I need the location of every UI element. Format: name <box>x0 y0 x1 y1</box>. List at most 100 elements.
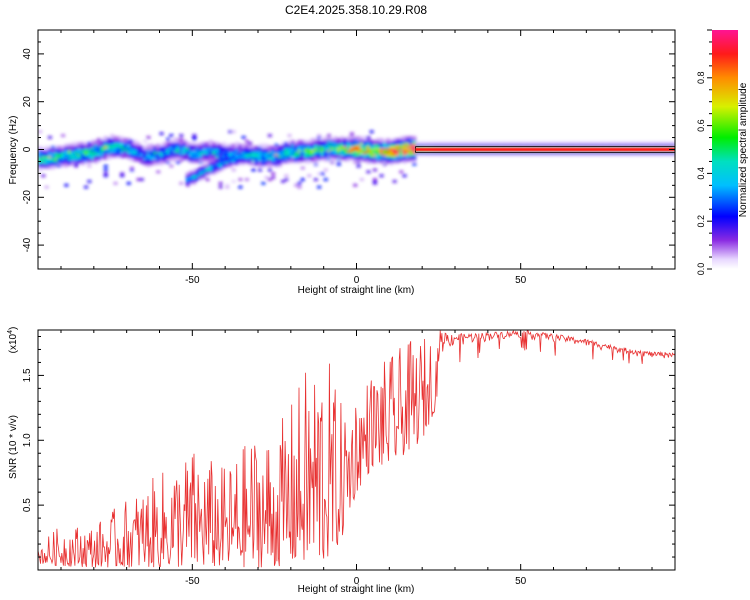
heatmap-cell <box>84 149 89 153</box>
heatmap-cell <box>317 145 322 149</box>
colorbar-label: Normalized spectral amplitude <box>738 82 749 217</box>
heatmap-cell <box>336 149 341 153</box>
heatmap-cell <box>47 157 52 160</box>
heatmap-cell <box>369 145 374 149</box>
heatmap-cell <box>412 143 417 147</box>
heatmap-cell <box>592 153 597 156</box>
heatmap-cell <box>422 153 427 156</box>
heatmap-cell <box>54 157 59 160</box>
heatmap-cell <box>212 172 217 176</box>
heatmap-cell <box>412 136 417 139</box>
heatmap-cell <box>349 143 354 147</box>
heatmap-cell <box>569 145 574 149</box>
heatmap-cell <box>573 149 578 153</box>
heatmap-cell <box>527 149 532 153</box>
heatmap-cell <box>635 149 640 153</box>
heatmap-cell <box>67 155 72 158</box>
heatmap-cell <box>363 151 368 155</box>
heatmap-cell <box>287 155 292 158</box>
heatmap-cell <box>399 157 404 160</box>
heatmap-cell <box>409 147 414 151</box>
heatmap-cell <box>281 155 286 158</box>
heatmap-cell <box>179 151 184 155</box>
heatmap-cell <box>205 145 210 149</box>
heatmap-cell <box>113 147 118 151</box>
heatmap-cell <box>458 143 463 147</box>
heatmap-cell <box>198 174 203 178</box>
heatmap-cell <box>372 139 377 143</box>
heatmap-cell <box>169 153 174 156</box>
heatmap-cell <box>455 145 460 149</box>
heatmap-cell <box>146 161 151 164</box>
heatmap-cell <box>208 149 213 153</box>
heatmap-cell <box>241 147 246 151</box>
heatmap-cell <box>251 161 256 164</box>
heatmap-cell <box>47 149 52 153</box>
heatmap-cell <box>271 176 276 179</box>
heatmap-cell <box>569 153 574 156</box>
spectrogram-x-axis-label: Height of straight line (km) <box>298 285 415 296</box>
heatmap-cell <box>599 149 604 153</box>
heatmap-cell <box>258 161 263 164</box>
heatmap-cell <box>323 145 328 149</box>
heatmap-cell <box>228 161 233 164</box>
heatmap-cell <box>152 149 157 153</box>
heatmap-cell <box>215 153 220 156</box>
heatmap-cell <box>435 149 440 153</box>
heatmap-cell <box>658 149 663 153</box>
colorbar-tick-label: 0.8 <box>696 72 706 85</box>
heatmap-cell <box>543 141 548 145</box>
heatmap-cell <box>287 159 292 162</box>
heatmap-cell <box>304 155 309 158</box>
heatmap-cell <box>90 141 95 145</box>
heatmap-cell <box>602 143 607 147</box>
heatmap-cell <box>47 159 52 162</box>
heatmap-cell <box>41 166 46 170</box>
heatmap-cell <box>484 143 489 147</box>
heatmap-cell <box>313 178 318 181</box>
heatmap-cell <box>363 139 368 143</box>
heatmap-cell <box>671 145 675 149</box>
heatmap-cell <box>182 153 187 156</box>
heatmap-cell <box>566 145 571 149</box>
heatmap-cell <box>445 143 450 147</box>
heatmap-cell <box>369 147 374 151</box>
heatmap-cell <box>57 164 62 168</box>
heatmap-cell <box>586 145 591 149</box>
heatmap-cell <box>284 159 289 162</box>
heatmap-cell <box>175 139 180 143</box>
heatmap-cell <box>172 143 177 147</box>
heatmap-cell <box>540 145 545 149</box>
heatmap-cell <box>172 145 177 149</box>
heatmap-cell <box>208 164 213 168</box>
heatmap-cell <box>231 143 236 147</box>
heatmap-cell <box>159 162 164 166</box>
heatmap-cell <box>340 136 345 139</box>
heatmap-cell <box>248 149 253 153</box>
heatmap-cell <box>218 147 223 151</box>
heatmap-cell <box>576 141 581 145</box>
heatmap-cell <box>97 139 102 143</box>
heatmap-cell <box>192 136 197 139</box>
heatmap-cell <box>267 161 272 164</box>
heatmap-cell <box>221 161 226 164</box>
heatmap-cell <box>212 151 217 155</box>
heatmap-cell <box>74 147 79 151</box>
heatmap-cell <box>530 145 535 149</box>
heatmap-cell <box>169 147 174 151</box>
heatmap-cell <box>638 143 643 147</box>
heatmap-cell <box>215 157 220 160</box>
heatmap-cell <box>294 143 299 147</box>
heatmap-cell <box>372 151 377 155</box>
heatmap-cell <box>54 161 59 164</box>
heatmap-cell <box>297 143 302 147</box>
heatmap-cell <box>244 145 249 149</box>
heatmap-cell <box>382 139 387 143</box>
heatmap-cell <box>185 149 190 153</box>
heatmap-cell <box>349 153 354 156</box>
heatmap-cell <box>221 153 226 156</box>
heatmap-cell <box>602 141 607 145</box>
heatmap-cell <box>244 149 249 153</box>
heatmap-cell <box>38 157 43 160</box>
heatmap-cell <box>323 159 328 162</box>
